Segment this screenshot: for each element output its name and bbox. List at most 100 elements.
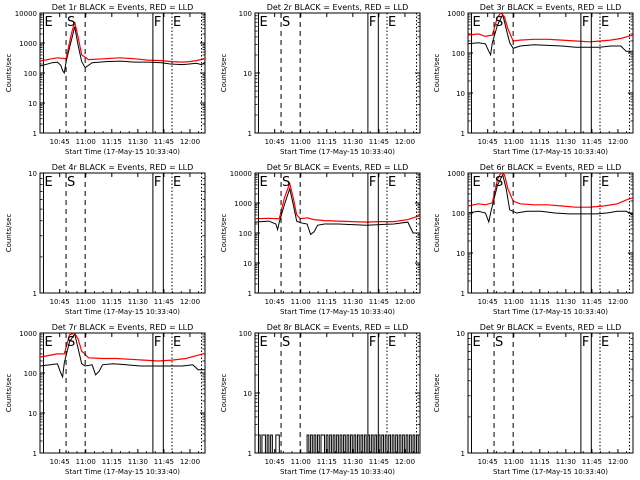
- panel-det-2: Det 2r BLACK = Events, RED = LLD Counts/s…: [220, 3, 421, 156]
- event-marker-label: F: [582, 335, 589, 350]
- y-tick-label: 100: [239, 330, 252, 338]
- x-axis-label: Start Time (17-May-15 10:33:40): [493, 148, 608, 156]
- x-tick-label: 10:45: [265, 458, 285, 466]
- series-events-line: [255, 186, 420, 236]
- y-tick-label: 100: [239, 230, 252, 238]
- event-marker-label: F: [369, 335, 376, 350]
- event-marker-label: F: [154, 15, 161, 30]
- x-tick-label: 11:30: [343, 298, 363, 306]
- x-tick-label: 11:45: [582, 298, 602, 306]
- y-tick-label: 1: [248, 290, 252, 298]
- y-tick-label: 10: [243, 390, 252, 398]
- y-tick-label: 1: [461, 130, 465, 138]
- x-tick-label: 12:00: [608, 298, 628, 306]
- event-marker-label: S: [282, 175, 290, 190]
- x-tick-label: 11:00: [76, 458, 96, 466]
- event-marker-label: E: [44, 335, 52, 350]
- x-tick-label: 11:45: [154, 138, 174, 146]
- event-marker-label: F: [369, 15, 376, 30]
- series-events-line: [40, 333, 205, 379]
- series-lld-line: [468, 13, 633, 43]
- series-lld-line: [40, 333, 205, 362]
- x-tick-label: 10:45: [478, 138, 498, 146]
- x-axis-label: Start Time (17-May-15 10:33:40): [493, 308, 608, 316]
- y-tick-label: 1: [248, 450, 252, 458]
- x-tick-label: 10:45: [50, 138, 70, 146]
- x-tick-label: 11:00: [504, 458, 524, 466]
- plot-frame: [39, 172, 206, 294]
- event-marker-label: F: [154, 335, 161, 350]
- y-tick-label: 1: [33, 290, 37, 298]
- y-tick-label: 1000: [447, 10, 465, 18]
- x-tick-label: 11:00: [504, 138, 524, 146]
- y-axis-label: Counts/sec: [433, 214, 441, 253]
- x-tick-label: 10:45: [265, 298, 285, 306]
- event-marker-label: S: [67, 15, 75, 30]
- plot-frame: [254, 172, 421, 294]
- event-marker-label: S: [282, 335, 290, 350]
- x-tick-label: 11:00: [291, 458, 311, 466]
- y-tick-label: 100: [24, 70, 37, 78]
- plot-frame: [467, 12, 634, 134]
- event-marker-label: E: [388, 175, 396, 190]
- panel-det-5: Det 5r BLACK = Events, RED = LLD Counts/s…: [220, 163, 421, 316]
- y-axis-label: Counts/sec: [5, 54, 13, 93]
- x-tick-label: 11:00: [504, 298, 524, 306]
- x-tick-label: 11:30: [343, 138, 363, 146]
- event-marker-label: E: [472, 175, 480, 190]
- x-axis-label: Start Time (17-May-15 10:33:40): [280, 148, 395, 156]
- panel-title: Det 3r BLACK = Events, RED = LLD: [480, 3, 622, 12]
- event-marker-label: E: [472, 15, 480, 30]
- y-tick-label: 100: [452, 210, 465, 218]
- panel-det-9: Det 9r BLACK = Events, RED = LLD Counts/s…: [433, 323, 634, 476]
- event-marker-label: E: [173, 175, 181, 190]
- y-tick-label: 100: [24, 370, 37, 378]
- panel-title: Det 6r BLACK = Events, RED = LLD: [480, 163, 622, 172]
- x-axis-label: Start Time (17-May-15 10:33:40): [280, 468, 395, 476]
- event-marker-label: F: [154, 175, 161, 190]
- y-tick-label: 10000: [15, 10, 37, 18]
- x-tick-label: 11:15: [530, 458, 550, 466]
- event-marker-label: S: [495, 335, 503, 350]
- panel-title: Det 5r BLACK = Events, RED = LLD: [267, 163, 409, 172]
- y-axis-label: Counts/sec: [433, 374, 441, 413]
- y-tick-label: 1000: [19, 330, 37, 338]
- y-axis-label: Counts/sec: [220, 54, 228, 93]
- panel-det-7: Det 7r BLACK = Events, RED = LLD Counts/s…: [5, 323, 206, 476]
- x-tick-label: 11:30: [556, 138, 576, 146]
- panel-det-8: Det 8r BLACK = Events, RED = LLD Counts/s…: [220, 323, 421, 476]
- x-tick-label: 11:00: [76, 298, 96, 306]
- x-tick-label: 12:00: [180, 458, 200, 466]
- x-tick-label: 11:00: [291, 138, 311, 146]
- x-tick-label: 11:30: [343, 458, 363, 466]
- y-axis-label: Counts/sec: [433, 54, 441, 93]
- event-marker-label: E: [259, 175, 267, 190]
- x-tick-label: 12:00: [608, 458, 628, 466]
- panel-det-3: Det 3r BLACK = Events, RED = LLD Counts/s…: [433, 3, 634, 156]
- x-tick-label: 12:00: [608, 138, 628, 146]
- y-tick-label: 1000: [234, 200, 252, 208]
- y-tick-label: 10: [456, 330, 465, 338]
- y-tick-label: 1: [33, 130, 37, 138]
- x-tick-label: 11:45: [369, 298, 389, 306]
- y-tick-label: 10: [243, 70, 252, 78]
- y-tick-label: 10: [456, 250, 465, 258]
- x-tick-label: 12:00: [180, 298, 200, 306]
- event-marker-label: E: [44, 15, 52, 30]
- series-lld-line: [255, 181, 420, 223]
- plot-frame: [467, 172, 634, 294]
- x-axis-label: Start Time (17-May-15 10:33:40): [65, 308, 180, 316]
- x-tick-label: 11:15: [102, 458, 122, 466]
- x-tick-label: 11:30: [128, 298, 148, 306]
- event-marker-label: F: [582, 15, 589, 30]
- x-tick-label: 11:15: [317, 298, 337, 306]
- x-tick-label: 12:00: [180, 138, 200, 146]
- y-tick-label: 100: [452, 50, 465, 58]
- panel-title: Det 1r BLACK = Events, RED = LLD: [52, 3, 194, 12]
- panel-title: Det 2r BLACK = Events, RED = LLD: [267, 3, 409, 12]
- plot-frame: [467, 332, 634, 454]
- event-marker-label: E: [601, 175, 609, 190]
- x-tick-label: 10:45: [478, 458, 498, 466]
- x-tick-label: 11:15: [530, 298, 550, 306]
- panel-title: Det 8r BLACK = Events, RED = LLD: [267, 323, 409, 332]
